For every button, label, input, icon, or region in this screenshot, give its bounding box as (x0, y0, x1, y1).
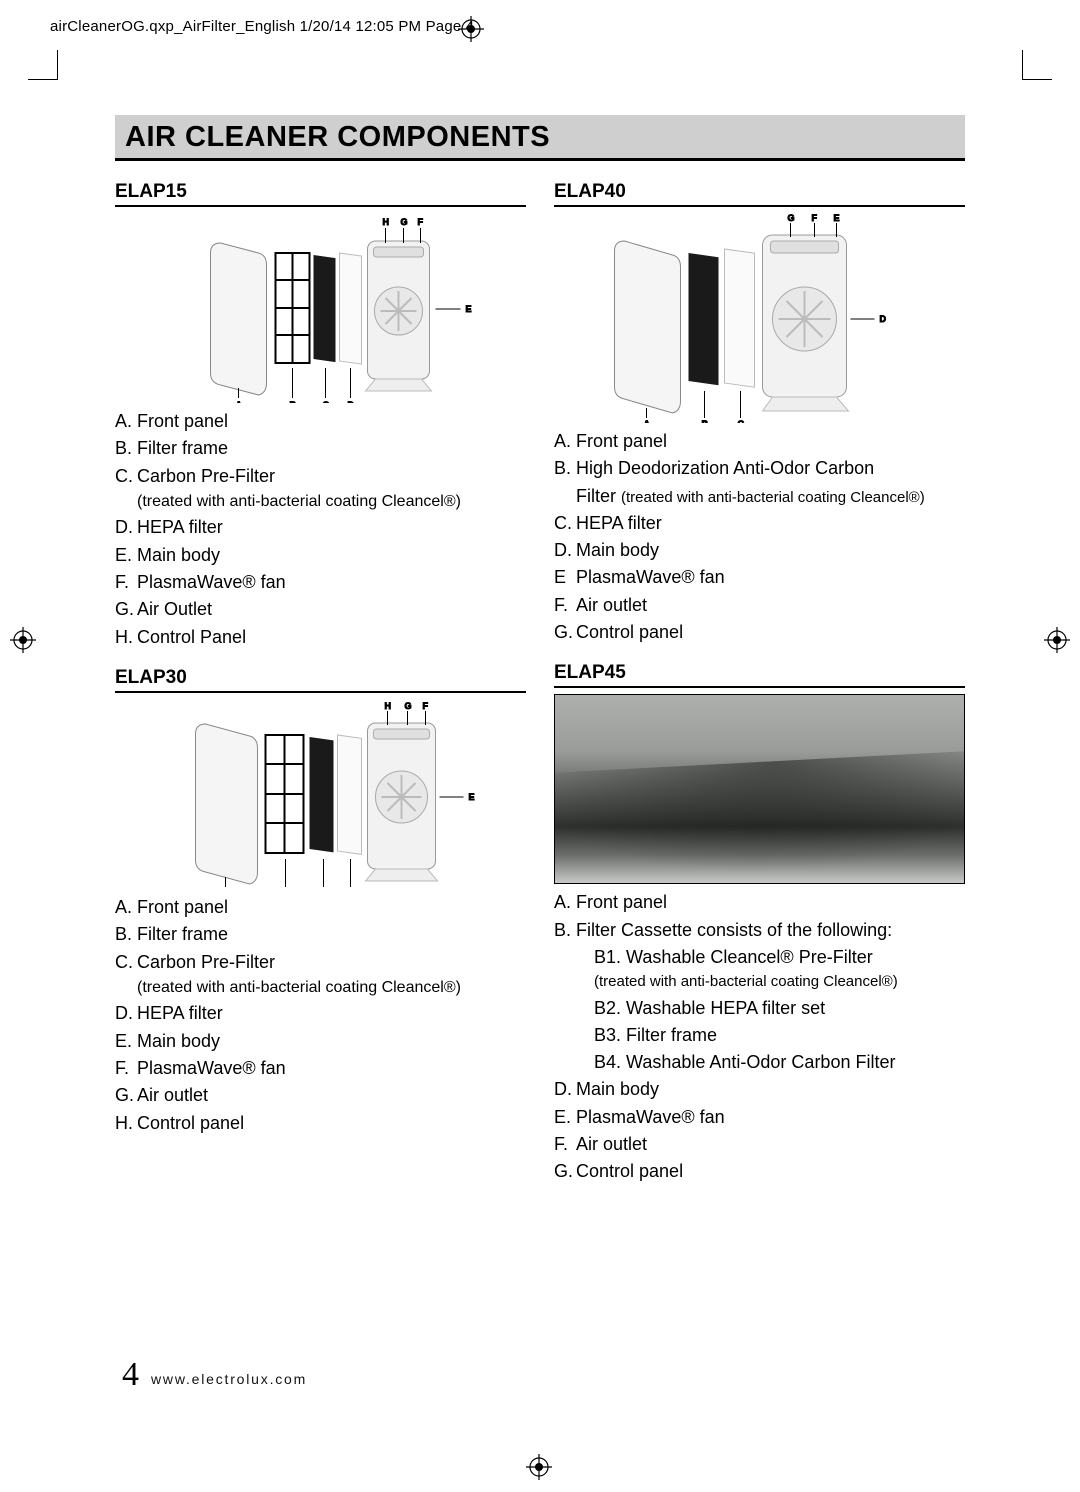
svg-text:E: E (469, 792, 475, 802)
svg-text:D: D (348, 888, 355, 889)
list-item: A.Front panel (554, 890, 965, 914)
component-list-elap30: A.Front panel B.Filter frame C.Carbon Pre-… (115, 895, 526, 1135)
svg-text:A: A (644, 419, 651, 423)
list-item: F.PlasmaWave® fan (115, 1056, 526, 1080)
list-item: E.Main body (115, 1029, 526, 1053)
list-item: A.Front panel (115, 895, 526, 919)
exploded-diagram-elap30: A B C D E F G H (115, 699, 526, 889)
svg-text:D: D (348, 400, 355, 403)
model-elap30: ELAP30 (115, 667, 526, 1135)
list-item: H.Control panel (115, 1111, 526, 1135)
list-item: A.Front panel (115, 409, 526, 433)
list-item: D.HEPA filter (115, 515, 526, 539)
svg-text:C: C (321, 888, 328, 889)
model-heading: ELAP30 (115, 667, 526, 693)
list-item: C.Carbon Pre-Filter (115, 950, 526, 974)
list-item: G.Air Outlet (115, 597, 526, 621)
svg-text:G: G (401, 217, 408, 227)
list-item: C.Carbon Pre-Filter (115, 464, 526, 488)
list-item: (treated with anti-bacterial coating Cle… (554, 972, 965, 992)
list-item: F.PlasmaWave® fan (115, 570, 526, 594)
doc-meta-header: airCleanerOG.qxp_AirFilter_English 1/20/… (50, 18, 1050, 35)
list-item: D.Main body (554, 538, 965, 562)
model-heading: ELAP15 (115, 181, 526, 207)
list-item: D.Main body (554, 1077, 965, 1101)
svg-text:F: F (812, 213, 818, 223)
list-item: D.HEPA filter (115, 1001, 526, 1025)
list-item: Filter (treated with anti-bacterial coat… (554, 484, 965, 508)
list-item: H.Control Panel (115, 625, 526, 649)
list-item: B.Filter Cassette consists of the follow… (554, 918, 965, 942)
svg-text:A: A (223, 888, 230, 889)
registration-mark-right (1042, 625, 1072, 655)
product-photo-elap45 (554, 694, 965, 884)
list-item: E.PlasmaWave® fan (554, 1105, 965, 1129)
svg-text:F: F (423, 701, 429, 711)
list-item: B.High Deodorization Anti-Odor Carbon (554, 456, 965, 480)
registration-mark-top (456, 14, 486, 44)
crop-mark-tr (1022, 50, 1052, 80)
svg-text:G: G (405, 701, 412, 711)
model-heading: ELAP40 (554, 181, 965, 207)
list-item: G.Control panel (554, 620, 965, 644)
registration-mark-bottom (524, 1452, 554, 1482)
list-item: A.Front panel (554, 429, 965, 453)
exploded-diagram-elap40: A B C D E F G (554, 213, 965, 423)
model-heading: ELAP45 (554, 662, 965, 688)
exploded-diagram-elap15: A B C D E F G H (115, 213, 526, 403)
crop-mark-tl (28, 50, 58, 80)
list-item: B.Filter frame (115, 436, 526, 460)
list-item: C.HEPA filter (554, 511, 965, 535)
footer-url: www.electrolux.com (151, 1371, 307, 1387)
svg-text:B: B (290, 400, 297, 403)
list-item: (treated with anti-bacterial coating Cle… (115, 491, 526, 513)
list-item: G.Air outlet (115, 1083, 526, 1107)
svg-text:A: A (236, 400, 243, 403)
list-item: EPlasmaWave® fan (554, 565, 965, 589)
svg-text:G: G (788, 213, 795, 223)
svg-text:D: D (880, 314, 887, 324)
list-item: G.Control panel (554, 1159, 965, 1183)
model-elap45: ELAP45 A.Front panel B.Filter Cassette co… (554, 662, 965, 1183)
registration-mark-left (8, 625, 38, 655)
svg-text:H: H (383, 217, 390, 227)
model-elap15: ELAP15 (115, 181, 526, 649)
footer: www.electrolux.com (115, 1371, 307, 1387)
svg-text:B: B (702, 419, 709, 423)
list-item: F.Air outlet (554, 1132, 965, 1156)
list-item: B1. Washable Cleancel® Pre-Filter (554, 945, 965, 969)
section-title: AIR CLEANER COMPONENTS (115, 115, 965, 161)
svg-text:B: B (283, 888, 290, 889)
component-list-elap40: A.Front panel B.High Deodorization Anti-O… (554, 429, 965, 644)
list-item: (treated with anti-bacterial coating Cle… (115, 977, 526, 999)
svg-text:F: F (418, 217, 424, 227)
list-item: E.Main body (115, 543, 526, 567)
component-list-elap45: A.Front panel B.Filter Cassette consists … (554, 890, 965, 1183)
model-elap40: ELAP40 (554, 181, 965, 644)
list-item: B.Filter frame (115, 922, 526, 946)
svg-text:E: E (834, 213, 840, 223)
list-item: B2. Washable HEPA filter set (554, 996, 965, 1020)
svg-text:H: H (385, 701, 392, 711)
component-list-elap15: A.Front panel B.Filter frame C.Carbon Pre-… (115, 409, 526, 649)
list-item: B4. Washable Anti-Odor Carbon Filter (554, 1050, 965, 1074)
svg-text:C: C (738, 419, 745, 423)
list-item: F.Air outlet (554, 593, 965, 617)
svg-text:C: C (323, 400, 330, 403)
svg-text:E: E (466, 304, 472, 314)
list-item: B3. Filter frame (554, 1023, 965, 1047)
